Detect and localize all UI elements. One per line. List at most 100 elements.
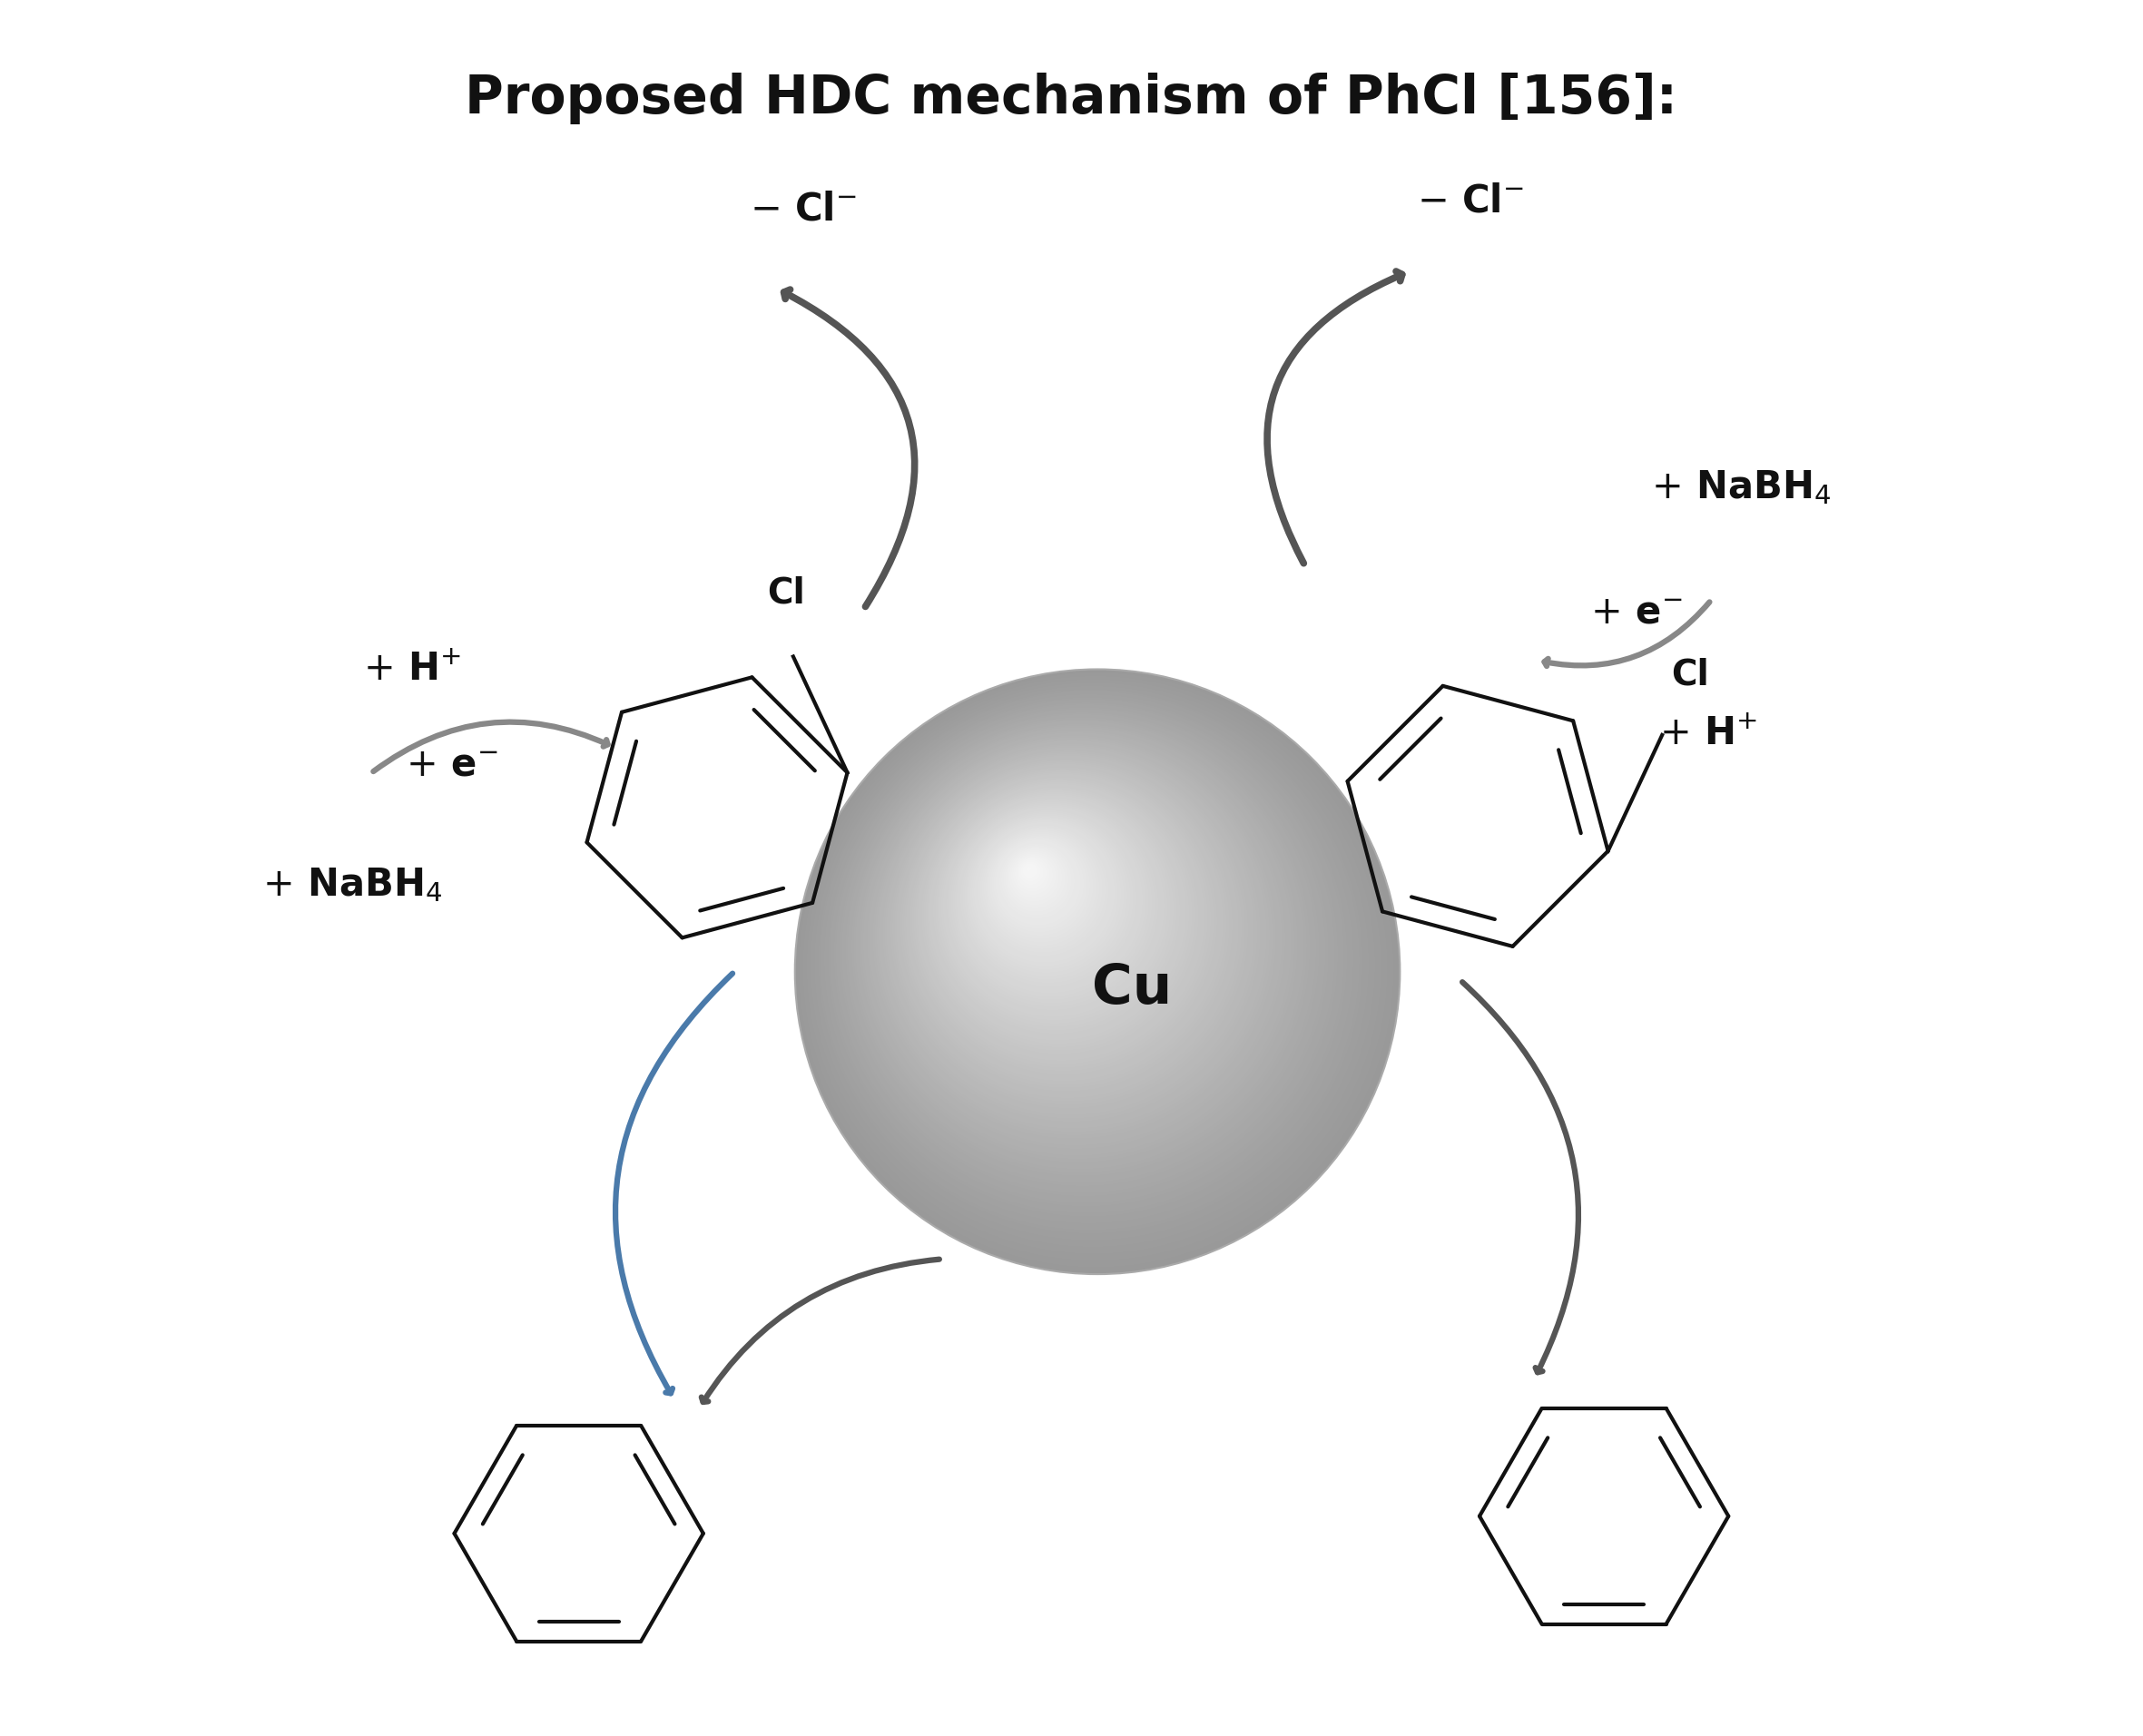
- Circle shape: [851, 717, 1309, 1175]
- Circle shape: [973, 821, 1114, 963]
- Circle shape: [838, 705, 1331, 1200]
- Circle shape: [975, 823, 1112, 960]
- Circle shape: [909, 767, 1217, 1075]
- Circle shape: [859, 724, 1299, 1163]
- Circle shape: [864, 727, 1292, 1156]
- Circle shape: [883, 743, 1260, 1121]
- Circle shape: [939, 792, 1170, 1024]
- Circle shape: [943, 795, 1164, 1017]
- Circle shape: [1009, 851, 1059, 901]
- Circle shape: [932, 786, 1181, 1035]
- Circle shape: [866, 729, 1288, 1153]
- Circle shape: [816, 687, 1365, 1238]
- Text: $+$ NaBH$_4$: $+$ NaBH$_4$: [261, 866, 441, 904]
- Circle shape: [1016, 858, 1048, 889]
- Circle shape: [804, 675, 1387, 1260]
- Text: $-$ Cl$^{-}$: $-$ Cl$^{-}$: [750, 191, 857, 229]
- Circle shape: [808, 681, 1378, 1250]
- Circle shape: [915, 773, 1209, 1064]
- Circle shape: [879, 741, 1267, 1128]
- Circle shape: [969, 816, 1125, 972]
- Circle shape: [801, 674, 1391, 1264]
- Circle shape: [846, 713, 1316, 1182]
- Circle shape: [799, 672, 1393, 1267]
- Circle shape: [844, 710, 1322, 1189]
- Circle shape: [913, 771, 1211, 1068]
- Circle shape: [885, 745, 1258, 1118]
- Circle shape: [819, 689, 1363, 1234]
- Circle shape: [868, 733, 1282, 1146]
- Circle shape: [1003, 847, 1069, 911]
- Circle shape: [868, 731, 1286, 1149]
- Circle shape: [930, 783, 1187, 1040]
- Circle shape: [831, 701, 1342, 1210]
- Circle shape: [821, 691, 1359, 1231]
- Text: Cu: Cu: [1093, 962, 1172, 1016]
- Circle shape: [795, 670, 1399, 1274]
- Circle shape: [917, 774, 1204, 1061]
- Circle shape: [849, 715, 1314, 1179]
- Circle shape: [1007, 851, 1063, 904]
- Circle shape: [996, 842, 1078, 922]
- Text: $+$ e$^{-}$: $+$ e$^{-}$: [405, 745, 497, 783]
- Circle shape: [814, 686, 1369, 1240]
- Text: Proposed HDC mechanism of PhCl [156]:: Proposed HDC mechanism of PhCl [156]:: [465, 73, 1678, 125]
- Circle shape: [825, 696, 1350, 1220]
- Circle shape: [870, 734, 1279, 1142]
- Text: $+$ H$^{+}$: $+$ H$^{+}$: [362, 651, 461, 687]
- Circle shape: [1020, 861, 1041, 882]
- Circle shape: [958, 809, 1140, 990]
- Circle shape: [911, 769, 1215, 1071]
- Circle shape: [936, 790, 1174, 1028]
- Circle shape: [960, 811, 1136, 986]
- Text: Cl: Cl: [1672, 658, 1708, 691]
- Circle shape: [1001, 845, 1072, 915]
- Circle shape: [947, 799, 1159, 1010]
- Circle shape: [977, 825, 1108, 957]
- Circle shape: [1024, 865, 1035, 875]
- Circle shape: [928, 781, 1189, 1043]
- Circle shape: [812, 684, 1372, 1243]
- Circle shape: [981, 828, 1104, 950]
- Circle shape: [994, 840, 1080, 925]
- Circle shape: [834, 703, 1337, 1207]
- Circle shape: [853, 719, 1307, 1172]
- Circle shape: [919, 776, 1202, 1057]
- Circle shape: [836, 705, 1335, 1203]
- Circle shape: [979, 826, 1106, 953]
- Circle shape: [806, 679, 1382, 1253]
- Circle shape: [990, 835, 1091, 936]
- Circle shape: [973, 819, 1119, 967]
- Circle shape: [1014, 854, 1052, 896]
- Circle shape: [941, 793, 1168, 1021]
- Circle shape: [954, 806, 1147, 996]
- Circle shape: [855, 720, 1303, 1170]
- Circle shape: [896, 755, 1239, 1099]
- Circle shape: [926, 779, 1192, 1047]
- Circle shape: [898, 757, 1237, 1095]
- Circle shape: [902, 760, 1230, 1088]
- Circle shape: [986, 832, 1097, 943]
- Circle shape: [971, 818, 1121, 969]
- Circle shape: [889, 750, 1247, 1108]
- Circle shape: [904, 762, 1226, 1085]
- Text: Cl: Cl: [767, 575, 806, 609]
- Circle shape: [861, 726, 1294, 1160]
- Circle shape: [874, 738, 1273, 1135]
- Circle shape: [900, 759, 1232, 1092]
- Circle shape: [951, 804, 1149, 1000]
- Circle shape: [840, 707, 1329, 1196]
- Text: $-$ Cl$^{-}$: $-$ Cl$^{-}$: [1417, 182, 1524, 220]
- Circle shape: [825, 694, 1354, 1224]
- Circle shape: [906, 764, 1224, 1082]
- Text: $+$ e$^{-}$: $+$ e$^{-}$: [1590, 594, 1682, 632]
- Circle shape: [876, 740, 1271, 1132]
- Circle shape: [887, 748, 1252, 1111]
- Circle shape: [894, 753, 1243, 1102]
- Circle shape: [842, 708, 1327, 1193]
- Circle shape: [984, 830, 1099, 946]
- Circle shape: [909, 766, 1219, 1078]
- Circle shape: [921, 778, 1198, 1054]
- Circle shape: [949, 800, 1155, 1007]
- Circle shape: [924, 778, 1196, 1050]
